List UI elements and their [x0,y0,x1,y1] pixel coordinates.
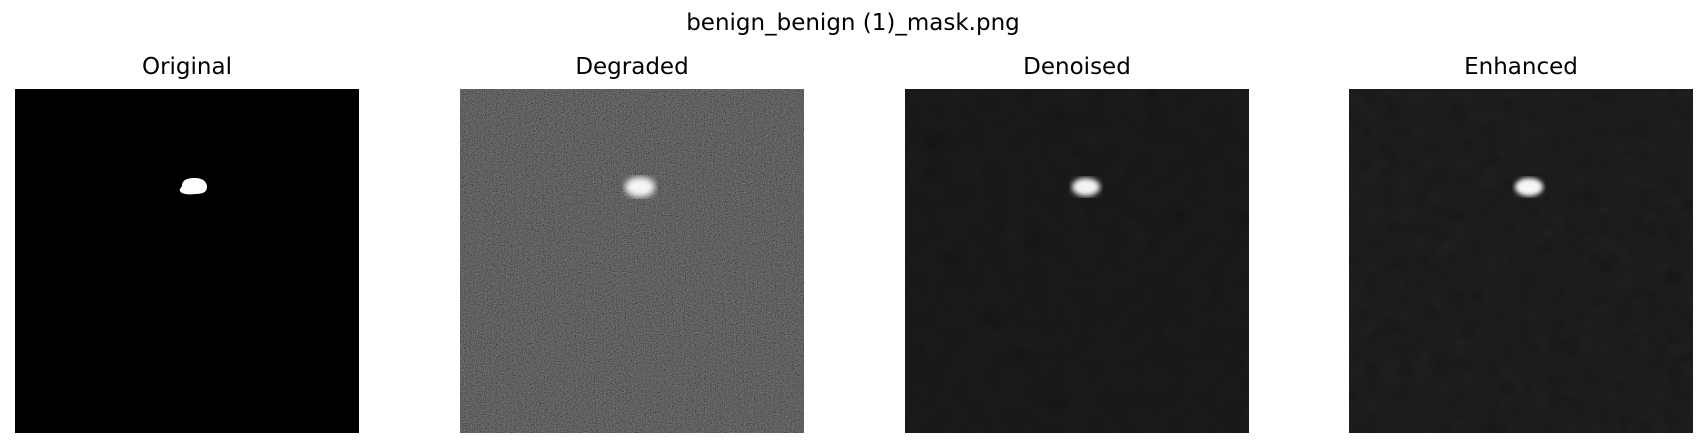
denoised-image [905,89,1249,433]
panel-title-original: Original [141,54,232,80]
original-mask-image [15,89,359,433]
panel-title-degraded: Degraded [575,54,689,80]
degraded-image [460,89,804,433]
figure-title: benign_benign (1)_mask.png [686,10,1020,36]
panel-title-denoised: Denoised [1023,54,1131,80]
panel-title-enhanced: Enhanced [1464,54,1578,80]
enhanced-image [1349,89,1693,433]
